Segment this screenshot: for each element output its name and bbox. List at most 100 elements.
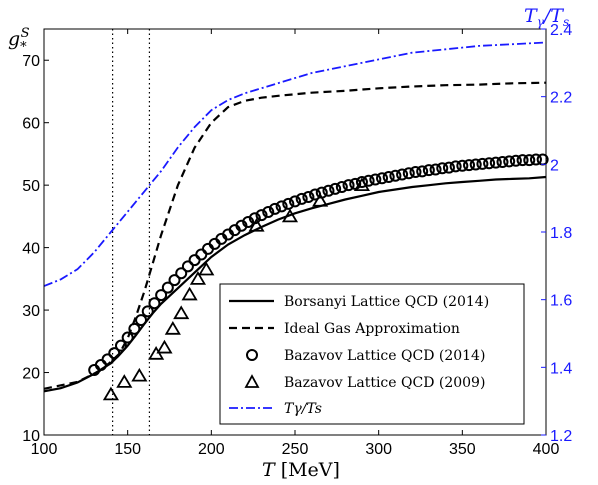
series-bazavov-lattice-qcd-2014-point-10 [155,289,168,302]
series-bazavov-lattice-qcd-2014-point-12 [168,274,181,287]
series-bazavov-lattice-qcd-2009-point-8 [189,271,207,285]
series-bazavov-lattice-qcd-2014-point-7 [135,314,148,327]
series-bazavov-lattice-qcd-2009-point-5 [164,321,181,335]
series-bazavov-lattice-qcd-2014-point-43 [376,172,389,185]
series-bazavov-lattice-qcd-2014-point-30 [289,195,301,208]
y-right-title-sub1: γ [537,15,545,29]
x-axis-title-unit: [MeV] [281,459,340,481]
series-bazavov-lattice-qcd-2014-point-48 [409,166,422,179]
series-bazavov-lattice-qcd-2014-point-31 [295,192,308,205]
series-bazavov-lattice-qcd-2014-point-62 [503,155,516,168]
series-bazavov-lattice-qcd-2009-point-13 [353,177,371,192]
y-right-title-sub2: s [563,15,569,29]
series-bazavov-lattice-qcd-2014-point-52 [436,162,449,175]
series-bazavov-lattice-qcd-2009-point-4 [156,339,173,354]
series-bazavov-lattice-qcd-2014-point-4 [114,339,127,352]
series-bazavov-lattice-qcd-2014-point-47 [402,167,415,180]
series-bazavov-lattice-qcd-2014-point-9 [148,297,161,310]
x-tick-label-200: 200 [198,441,225,458]
series-bazavov-lattice-qcd-2014-point-57 [469,158,482,171]
series-bazavov-lattice-qcd-2014-point-60 [489,156,502,169]
series-bazavov-lattice-qcd-2014-point-14 [181,260,194,273]
legend-box [219,283,525,425]
series-bazavov-lattice-qcd-2009-point-6 [173,305,190,320]
x-axis-title-var: T [262,459,276,481]
series-bazavov-lattice-qcd-2014-point-64 [516,154,529,167]
series-bazavov-lattice-qcd-2009-point-1 [116,374,133,388]
series-bazavov-lattice-qcd-2014-point-29 [282,197,295,210]
legend-swatch-bazavov-2014 [246,349,258,361]
y-left-tick-label-60: 60 [22,116,40,133]
series-bazavov-lattice-qcd-2014-point-32 [302,191,315,204]
series-bazavov-lattice-qcd-2014-point-50 [422,164,435,177]
series-t-ts-line [43,41,547,287]
x-tick-label-400: 400 [533,441,560,458]
y-right-title: Tγ/Ts [524,5,569,29]
y-left-tick-label-70: 70 [22,53,40,70]
series-bazavov-lattice-qcd-2014-point-55 [456,159,469,172]
series-bazavov-lattice-qcd-2014-point-23 [242,216,255,229]
series-bazavov-lattice-qcd-2014-point-44 [382,171,395,184]
legend-label-borsanyi: Borsanyi Lattice QCD (2014) [284,294,489,310]
series-bazavov-lattice-qcd-2014-point-56 [463,159,476,172]
x-tick-label-100: 100 [31,441,58,458]
legend-label-temp-ratio: Tγ/Ts [284,401,322,417]
series-bazavov-lattice-qcd-2014-point-45 [389,169,402,182]
series-bazavov-lattice-qcd-2014-point-53 [442,161,455,174]
series-bazavov-lattice-qcd-2014-point-28 [275,200,288,213]
series-bazavov-lattice-qcd-2014-point-5 [121,331,134,344]
y-right-tick-label-1.2: 1.2 [550,428,572,445]
series-bazavov-lattice-qcd-2014-point-2 [101,353,114,366]
y-right-tick-label-2: 2 [550,157,559,174]
series-group [43,41,549,401]
series-bazavov-lattice-qcd-2009-point-10 [248,217,265,232]
series-bazavov-lattice-qcd-2014-point-22 [235,219,248,232]
x-tick-label-250: 250 [282,441,309,458]
x-tick-label-150: 150 [114,441,141,458]
x-tick-label-300: 300 [365,441,392,458]
series-bazavov-lattice-qcd-2009-point-2 [131,367,148,382]
legend-label-ideal-gas: Ideal Gas Approximation [284,321,460,337]
y-left-title: g*S [8,26,30,55]
series-bazavov-lattice-qcd-2014-point-38 [342,179,355,192]
series-bazavov-lattice-qcd-2014-point-61 [496,156,509,169]
series-bazavov-lattice-qcd-2014-point-3 [108,347,121,360]
y-right-tick-label-1.4: 1.4 [550,360,572,377]
y-left-tick-label-40: 40 [22,241,40,258]
series-bazavov-lattice-qcd-2014-point-63 [509,154,522,167]
y-right-tick-label-2.2: 2.2 [550,90,572,107]
y-right-tick-label-2.4: 2.4 [550,22,572,39]
vertical-lines [112,29,151,435]
y-left-title-sup: S [21,26,30,41]
series-bazavov-lattice-qcd-2014-point-11 [161,281,174,294]
y-right-tick-label-1.8: 1.8 [550,225,572,242]
y-left-tick-label-30: 30 [22,303,40,320]
series-bazavov-lattice-qcd-2014-point-42 [369,173,382,186]
series-bazavov-lattice-qcd-2014-point-27 [268,202,281,215]
legend-label-bazavov-2014: Bazavov Lattice QCD (2014) [284,348,485,364]
series-bazavov-lattice-qcd-2014-point-66 [529,153,542,166]
series-bazavov-lattice-qcd-2014-point-54 [449,160,462,173]
series-bazavov-lattice-qcd-2014-point-51 [429,163,442,176]
y-left-title-sub: * [20,40,27,55]
y-left-tick-label-20: 20 [22,366,40,383]
series-bazavov-lattice-qcd-2014-point-49 [416,165,429,178]
legend-swatch-bazavov-2009 [244,374,260,388]
y-right-tick-label-1.6: 1.6 [550,293,572,310]
series-bazavov-lattice-qcd-2014-point-58 [476,157,489,170]
x-tick-label-350: 350 [449,441,476,458]
series-bazavov-lattice-qcd-2014-point-8 [141,305,154,318]
series-bazavov-lattice-qcd-2014-point-46 [396,168,409,181]
ticks: 100 150 200 250 300 350 400 10 20 30 40 50 60 70 1.2 1.… [22,22,572,458]
y-right-title-slash: /T [542,5,564,27]
series-bazavov-lattice-qcd-2014-point-40 [355,176,368,189]
series-bazavov-lattice-qcd-2009-point-9 [198,261,215,276]
series-bazavov-lattice-qcd-2009-point-11 [281,208,299,223]
series-bazavov-lattice-qcd-2014-point-59 [483,157,496,170]
series-bazavov-lattice-qcd-2009-point-0 [102,386,120,401]
y-left-tick-label-50: 50 [22,178,40,195]
series-bazavov-lattice-qcd-2009-point-12 [312,193,329,207]
x-axis-title: T [MeV] [262,459,340,481]
series-bazavov-lattice-qcd-2014-point-37 [335,181,348,194]
